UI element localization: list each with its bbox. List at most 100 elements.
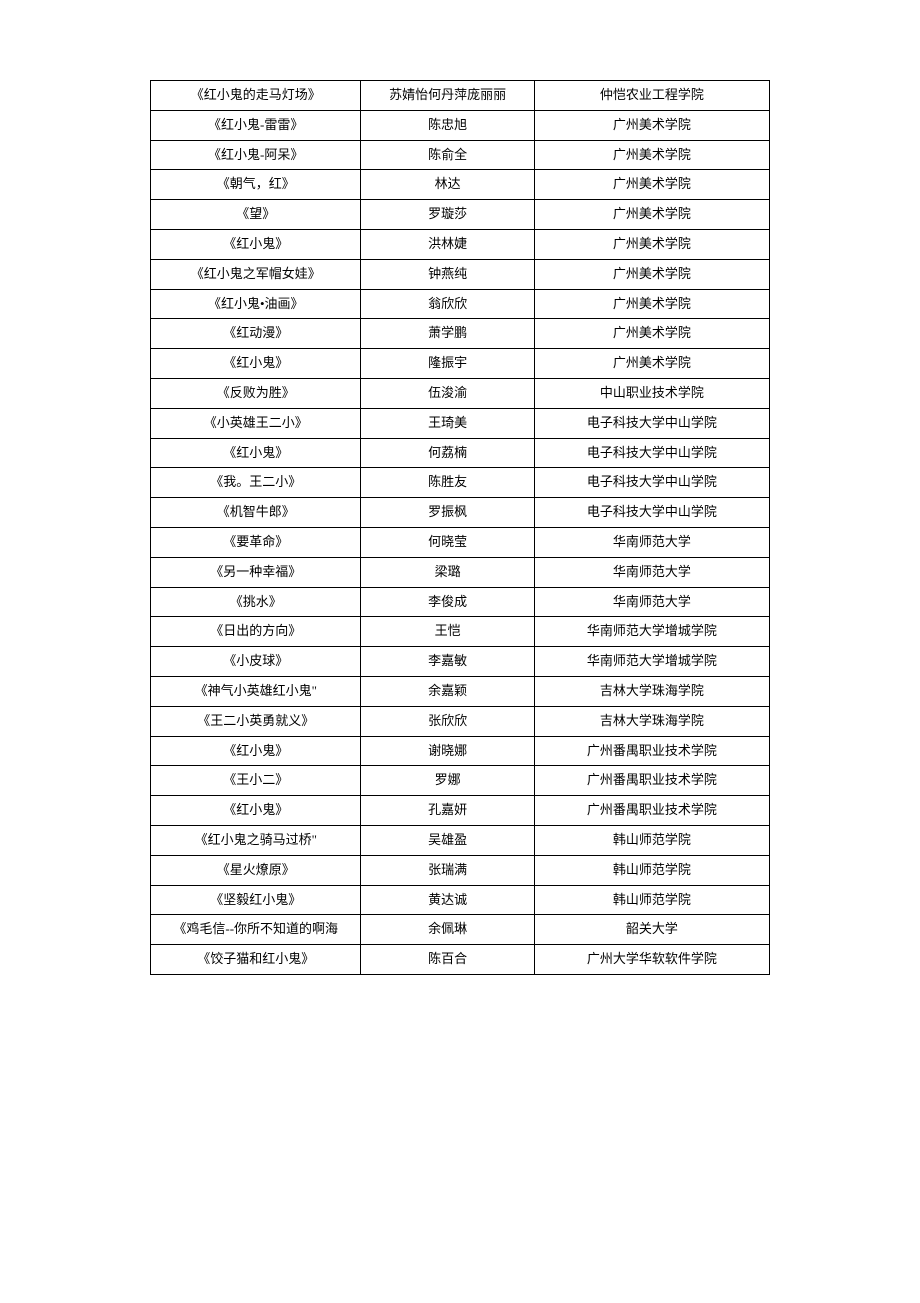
table-row: 《机智牛郎》罗振枫电子科技大学中山学院 bbox=[151, 498, 770, 528]
cell-school: 广州美术学院 bbox=[534, 319, 769, 349]
cell-title: 《红小鬼》 bbox=[151, 438, 361, 468]
cell-author: 伍浚渝 bbox=[361, 378, 534, 408]
cell-title: 《日出的方向》 bbox=[151, 617, 361, 647]
table-row: 《王二小英勇就义》张欣欣吉林大学珠海学院 bbox=[151, 706, 770, 736]
cell-title: 《反败为胜》 bbox=[151, 378, 361, 408]
cell-author: 李俊成 bbox=[361, 587, 534, 617]
cell-school: 广州大学华软软件学院 bbox=[534, 945, 769, 975]
cell-school: 电子科技大学中山学院 bbox=[534, 468, 769, 498]
cell-author: 洪林婕 bbox=[361, 229, 534, 259]
cell-title: 《红小鬼》 bbox=[151, 796, 361, 826]
cell-title: 《红小鬼•油画》 bbox=[151, 289, 361, 319]
cell-school: 广州番禺职业技术学院 bbox=[534, 796, 769, 826]
cell-title: 《红小鬼-阿呆》 bbox=[151, 140, 361, 170]
table-row: 《星火燎原》张瑞满韩山师范学院 bbox=[151, 855, 770, 885]
cell-title: 《红小鬼-雷雷》 bbox=[151, 110, 361, 140]
cell-school: 韩山师范学院 bbox=[534, 825, 769, 855]
cell-title: 《红小鬼的走马灯场》 bbox=[151, 81, 361, 111]
cell-school: 广州美术学院 bbox=[534, 110, 769, 140]
table-row: 《红动漫》萧学鹏广州美术学院 bbox=[151, 319, 770, 349]
table-row: 《王小二》罗娜广州番禺职业技术学院 bbox=[151, 766, 770, 796]
table-container: 《红小鬼的走马灯场》苏婧怡何丹萍庞丽丽仲恺农业工程学院《红小鬼-雷雷》陈忠旭广州… bbox=[150, 80, 770, 975]
cell-title: 《红小鬼之骑马过桥" bbox=[151, 825, 361, 855]
cell-author: 罗娜 bbox=[361, 766, 534, 796]
cell-author: 罗振枫 bbox=[361, 498, 534, 528]
table-row: 《挑水》李俊成华南师范大学 bbox=[151, 587, 770, 617]
cell-school: 广州美术学院 bbox=[534, 200, 769, 230]
cell-school: 电子科技大学中山学院 bbox=[534, 438, 769, 468]
cell-title: 《要革命》 bbox=[151, 527, 361, 557]
table-row: 《红小鬼》何荔楠电子科技大学中山学院 bbox=[151, 438, 770, 468]
cell-title: 《小皮球》 bbox=[151, 647, 361, 677]
table-body: 《红小鬼的走马灯场》苏婧怡何丹萍庞丽丽仲恺农业工程学院《红小鬼-雷雷》陈忠旭广州… bbox=[151, 81, 770, 975]
cell-author: 萧学鹏 bbox=[361, 319, 534, 349]
cell-author: 张瑞满 bbox=[361, 855, 534, 885]
cell-author: 陈忠旭 bbox=[361, 110, 534, 140]
table-row: 《红小鬼》谢晓娜广州番禺职业技术学院 bbox=[151, 736, 770, 766]
cell-title: 《小英雄王二小》 bbox=[151, 408, 361, 438]
table-row: 《红小鬼-雷雷》陈忠旭广州美术学院 bbox=[151, 110, 770, 140]
cell-author: 余佩琳 bbox=[361, 915, 534, 945]
cell-school: 广州番禺职业技术学院 bbox=[534, 766, 769, 796]
cell-school: 韩山师范学院 bbox=[534, 885, 769, 915]
cell-author: 王恺 bbox=[361, 617, 534, 647]
cell-author: 陈胜友 bbox=[361, 468, 534, 498]
cell-school: 华南师范大学 bbox=[534, 557, 769, 587]
table-row: 《小皮球》李嘉敏华南师范大学增城学院 bbox=[151, 647, 770, 677]
cell-school: 华南师范大学增城学院 bbox=[534, 617, 769, 647]
cell-author: 何晓莹 bbox=[361, 527, 534, 557]
cell-title: 《坚毅红小鬼》 bbox=[151, 885, 361, 915]
cell-title: 《神气小英雄红小鬼" bbox=[151, 676, 361, 706]
cell-school: 广州美术学院 bbox=[534, 289, 769, 319]
table-row: 《红小鬼的走马灯场》苏婧怡何丹萍庞丽丽仲恺农业工程学院 bbox=[151, 81, 770, 111]
cell-author: 张欣欣 bbox=[361, 706, 534, 736]
cell-title: 《我。王二小》 bbox=[151, 468, 361, 498]
table-row: 《坚毅红小鬼》黄达诚韩山师范学院 bbox=[151, 885, 770, 915]
table-row: 《红小鬼-阿呆》陈俞全广州美术学院 bbox=[151, 140, 770, 170]
cell-school: 韩山师范学院 bbox=[534, 855, 769, 885]
cell-school: 华南师范大学增城学院 bbox=[534, 647, 769, 677]
data-table: 《红小鬼的走马灯场》苏婧怡何丹萍庞丽丽仲恺农业工程学院《红小鬼-雷雷》陈忠旭广州… bbox=[150, 80, 770, 975]
table-row: 《红小鬼》隆振宇广州美术学院 bbox=[151, 349, 770, 379]
cell-title: 《王二小英勇就义》 bbox=[151, 706, 361, 736]
cell-title: 《望》 bbox=[151, 200, 361, 230]
cell-author: 王琦美 bbox=[361, 408, 534, 438]
cell-author: 李嘉敏 bbox=[361, 647, 534, 677]
table-row: 《红小鬼之骑马过桥"吴雄盈韩山师范学院 bbox=[151, 825, 770, 855]
table-row: 《我。王二小》陈胜友电子科技大学中山学院 bbox=[151, 468, 770, 498]
table-row: 《要革命》何晓莹华南师范大学 bbox=[151, 527, 770, 557]
cell-title: 《机智牛郎》 bbox=[151, 498, 361, 528]
cell-author: 罗璇莎 bbox=[361, 200, 534, 230]
cell-school: 中山职业技术学院 bbox=[534, 378, 769, 408]
cell-title: 《星火燎原》 bbox=[151, 855, 361, 885]
table-row: 《红小鬼》孔嘉妍广州番禺职业技术学院 bbox=[151, 796, 770, 826]
table-row: 《红小鬼》洪林婕广州美术学院 bbox=[151, 229, 770, 259]
cell-title: 《另一种幸福》 bbox=[151, 557, 361, 587]
table-row: 《日出的方向》王恺华南师范大学增城学院 bbox=[151, 617, 770, 647]
table-row: 《神气小英雄红小鬼"余嘉颖吉林大学珠海学院 bbox=[151, 676, 770, 706]
cell-school: 广州美术学院 bbox=[534, 259, 769, 289]
cell-author: 吴雄盈 bbox=[361, 825, 534, 855]
cell-school: 仲恺农业工程学院 bbox=[534, 81, 769, 111]
cell-title: 《挑水》 bbox=[151, 587, 361, 617]
cell-author: 苏婧怡何丹萍庞丽丽 bbox=[361, 81, 534, 111]
cell-author: 翁欣欣 bbox=[361, 289, 534, 319]
table-row: 《小英雄王二小》王琦美电子科技大学中山学院 bbox=[151, 408, 770, 438]
cell-title: 《红动漫》 bbox=[151, 319, 361, 349]
cell-author: 谢晓娜 bbox=[361, 736, 534, 766]
cell-title: 《红小鬼》 bbox=[151, 229, 361, 259]
cell-school: 吉林大学珠海学院 bbox=[534, 706, 769, 736]
table-row: 《红小鬼•油画》翁欣欣广州美术学院 bbox=[151, 289, 770, 319]
cell-school: 华南师范大学 bbox=[534, 587, 769, 617]
cell-author: 孔嘉妍 bbox=[361, 796, 534, 826]
cell-school: 广州美术学院 bbox=[534, 229, 769, 259]
cell-title: 《王小二》 bbox=[151, 766, 361, 796]
cell-school: 广州美术学院 bbox=[534, 349, 769, 379]
cell-school: 吉林大学珠海学院 bbox=[534, 676, 769, 706]
cell-school: 广州美术学院 bbox=[534, 140, 769, 170]
cell-author: 陈百合 bbox=[361, 945, 534, 975]
cell-author: 何荔楠 bbox=[361, 438, 534, 468]
cell-school: 韶关大学 bbox=[534, 915, 769, 945]
table-row: 《另一种幸福》梁璐华南师范大学 bbox=[151, 557, 770, 587]
table-row: 《反败为胜》伍浚渝中山职业技术学院 bbox=[151, 378, 770, 408]
